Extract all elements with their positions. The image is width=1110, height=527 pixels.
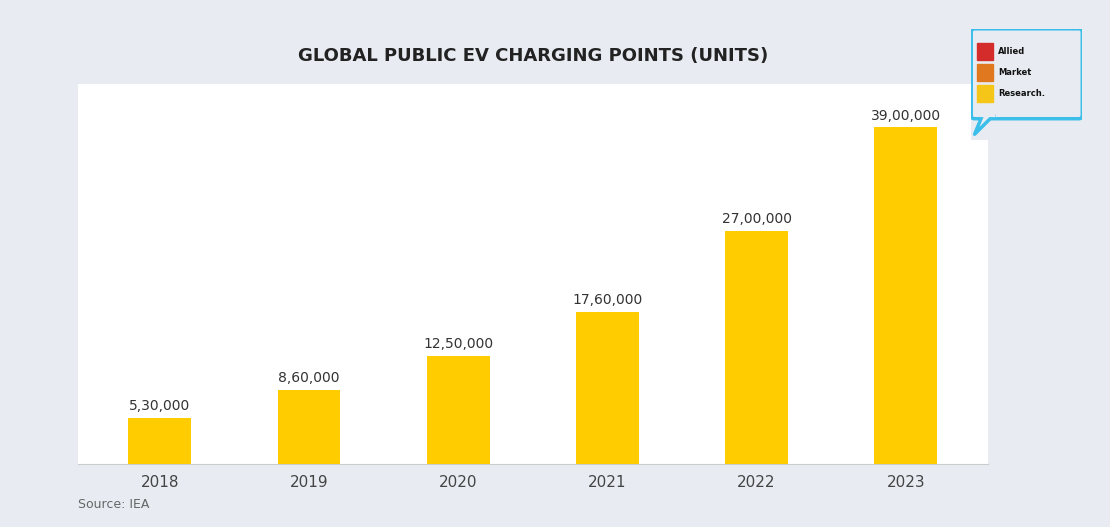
- Bar: [875, 128, 937, 464]
- Bar: [725, 231, 788, 464]
- Bar: [977, 64, 993, 81]
- Text: Research.: Research.: [998, 89, 1045, 98]
- Text: 12,50,000: 12,50,000: [423, 337, 493, 351]
- Bar: [977, 85, 993, 102]
- Text: Source: IEA: Source: IEA: [78, 498, 149, 511]
- Text: 27,00,000: 27,00,000: [722, 212, 791, 226]
- Text: GLOBAL PUBLIC EV CHARGING POINTS (UNITS): GLOBAL PUBLIC EV CHARGING POINTS (UNITS): [297, 47, 768, 65]
- Text: 8,60,000: 8,60,000: [279, 371, 340, 385]
- Text: 39,00,000: 39,00,000: [870, 109, 941, 123]
- Bar: [427, 356, 490, 464]
- Text: 5,30,000: 5,30,000: [129, 399, 191, 413]
- Bar: [278, 389, 341, 464]
- Text: Market: Market: [998, 68, 1031, 77]
- Text: Allied: Allied: [998, 46, 1026, 55]
- Text: 17,60,000: 17,60,000: [573, 293, 643, 307]
- Bar: [576, 312, 638, 464]
- Polygon shape: [975, 115, 993, 134]
- Bar: [977, 43, 993, 60]
- Bar: [129, 418, 191, 464]
